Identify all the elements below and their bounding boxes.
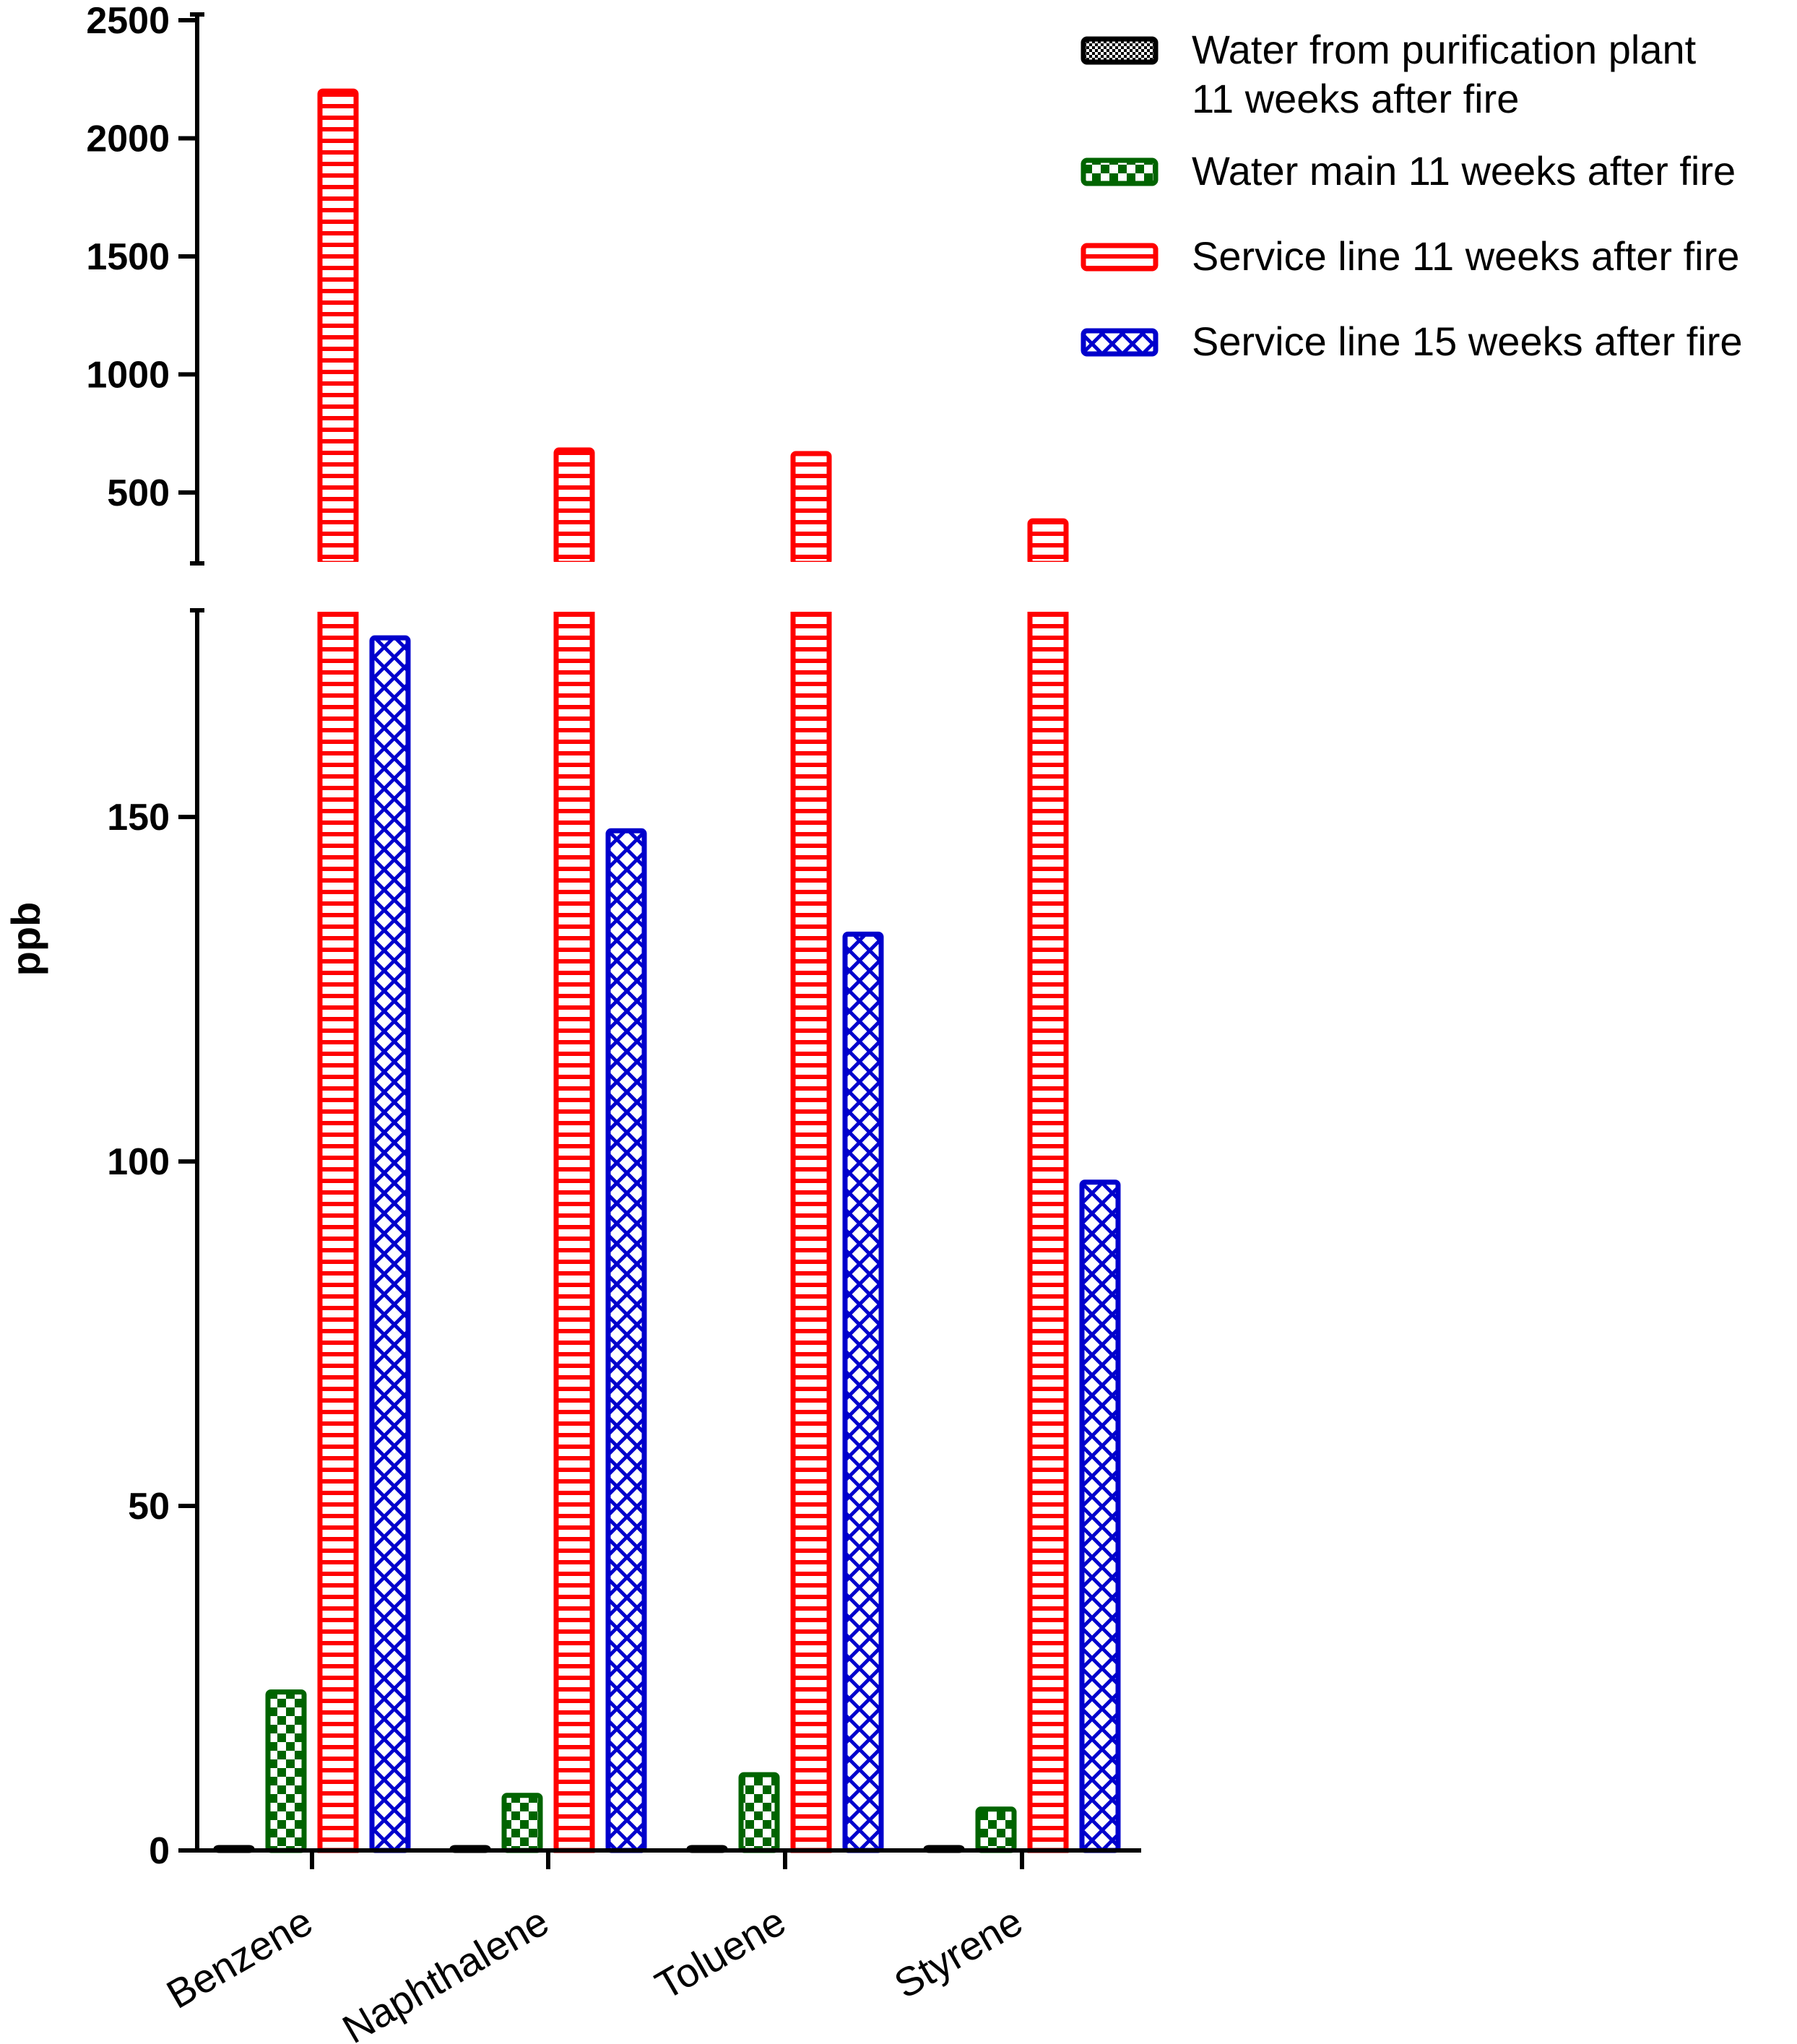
y-tick-label: 150 <box>107 797 170 839</box>
bar-benzene-series-3-lower <box>317 607 359 1853</box>
y-tick-label: 1500 <box>86 236 170 278</box>
legend-label-2: Water main 11 weeks after fire <box>1192 148 1736 194</box>
bar-toluene-series-3-upper <box>790 451 832 566</box>
legend-swatch-4 <box>1081 328 1159 357</box>
axis-break-gap <box>316 562 360 612</box>
bar-toluene-series-4 <box>842 931 884 1853</box>
x-tick-label: Naphthalene <box>334 1898 556 2044</box>
legend-swatch-1 <box>1081 36 1159 65</box>
axis-break-gap <box>789 562 833 612</box>
legend-label-1: Water from purification plant 11 weeks af… <box>1192 27 1697 121</box>
axis-break-gap <box>552 562 597 612</box>
y-tick-label: 2500 <box>86 0 170 42</box>
legend-swatch-3 <box>1081 243 1159 272</box>
y-tick-label: 100 <box>107 1141 170 1183</box>
bar-naphthalene-series-3-upper <box>553 447 595 566</box>
bar-toluene-series-3-lower <box>790 607 832 1853</box>
x-tick-label: Benzene <box>159 1898 320 2017</box>
bar-styrene-series-3-upper <box>1027 518 1069 566</box>
bar-styrene-series-2 <box>975 1806 1017 1853</box>
bar-naphthalene-series-4 <box>605 828 647 1853</box>
legend-swatch-2 <box>1081 157 1159 186</box>
y-tick-label: 50 <box>128 1486 170 1528</box>
legend: Water from purification plant 11 weeks af… <box>1081 27 1743 364</box>
axis-break-gap <box>1026 562 1070 612</box>
y-tick-label: 2000 <box>86 118 170 160</box>
bar-styrene-series-3-lower <box>1027 607 1069 1853</box>
bar-benzene-series-3-upper <box>317 88 359 566</box>
legend-label-4: Service line 15 weeks after fire <box>1192 319 1743 364</box>
y-axis-label: ppb <box>3 902 48 976</box>
y-tick-label: 500 <box>107 472 170 514</box>
bar-benzene-series-2 <box>265 1689 307 1853</box>
y-tick-label: 0 <box>149 1830 170 1872</box>
x-tick-label: Toluene <box>648 1898 793 2009</box>
bar-styrene-series-4 <box>1079 1179 1121 1853</box>
bars-layer <box>213 88 1121 1853</box>
legend-label-3: Service line 11 weeks after fire <box>1192 233 1739 279</box>
bar-benzene-series-4 <box>369 635 411 1853</box>
bar-toluene-series-2 <box>738 1772 780 1853</box>
bar-naphthalene-series-2 <box>501 1793 543 1853</box>
y-tick-label: 1000 <box>86 354 170 396</box>
bar-naphthalene-series-3-lower <box>553 607 595 1853</box>
x-tick-label: Styrene <box>886 1898 1030 2007</box>
